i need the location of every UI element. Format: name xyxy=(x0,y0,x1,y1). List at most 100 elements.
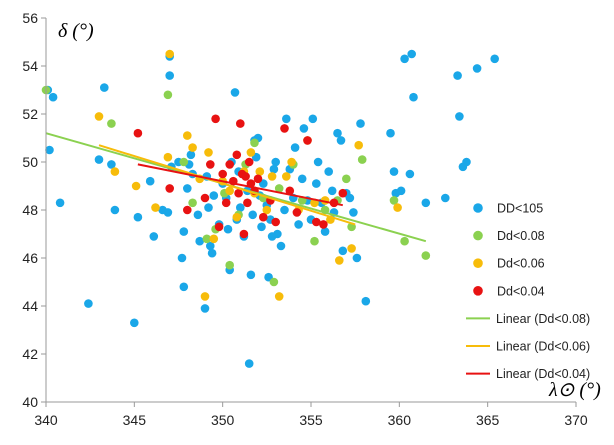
data-point-s0-3 xyxy=(55,198,65,208)
x-axis-label: λ⊙ (°) xyxy=(548,379,601,401)
data-point-s0-78 xyxy=(324,167,334,176)
data-point-s1-2 xyxy=(163,90,173,100)
tick-labels-layer: 40 42 44 46 48 50 52 54 56 340 345 350 355 360 365 370 xyxy=(22,10,587,428)
y-tick-label-1: 42 xyxy=(22,346,38,362)
data-point-s0-62 xyxy=(276,241,286,251)
data-point-s3-26 xyxy=(285,186,295,196)
data-point-s0-79 xyxy=(327,186,337,196)
data-points-layer xyxy=(41,49,500,368)
legend-trend-label-0: Linear (Dd<0.08) xyxy=(496,312,590,326)
data-point-s3-9 xyxy=(225,160,234,169)
data-point-s3-5 xyxy=(211,114,220,124)
data-point-s1-20 xyxy=(342,174,351,184)
data-point-s2-32 xyxy=(393,203,402,212)
data-point-s0-85 xyxy=(345,193,355,203)
data-point-s2-2 xyxy=(131,181,141,191)
data-point-s3-2 xyxy=(183,205,192,215)
data-point-s3-29 xyxy=(312,217,321,227)
data-point-s0-22 xyxy=(183,184,192,193)
data-point-s0-103 xyxy=(462,157,471,167)
data-point-s1-8 xyxy=(225,260,234,270)
data-point-s0-87 xyxy=(352,253,362,263)
y-tick-label-6: 52 xyxy=(22,106,38,122)
data-point-s0-9 xyxy=(130,318,139,328)
data-point-s0-97 xyxy=(409,92,418,102)
data-point-s0-94 xyxy=(400,54,409,64)
data-point-s0-14 xyxy=(163,208,173,217)
legend-marker-3 xyxy=(473,286,483,296)
y-tick-label-5: 50 xyxy=(22,154,38,170)
data-point-s0-61 xyxy=(273,229,282,239)
data-point-s2-1 xyxy=(110,167,120,176)
y-tick-label-2: 44 xyxy=(22,298,38,314)
data-point-s3-28 xyxy=(303,136,312,145)
data-point-s2-29 xyxy=(335,256,344,265)
data-point-s0-91 xyxy=(389,167,399,176)
data-point-s0-99 xyxy=(441,193,450,203)
data-point-s2-14 xyxy=(232,212,242,222)
y-tick-label-4: 48 xyxy=(22,202,38,218)
data-point-s0-19 xyxy=(177,253,187,263)
data-point-s0-26 xyxy=(193,210,203,220)
data-point-s0-12 xyxy=(149,232,159,241)
data-point-s0-93 xyxy=(396,186,406,196)
x-tick-label-0: 340 xyxy=(34,412,58,428)
data-point-s0-4 xyxy=(84,299,93,308)
data-point-s2-30 xyxy=(347,244,356,253)
data-point-s2-11 xyxy=(209,234,219,244)
data-point-s2-16 xyxy=(246,148,256,157)
data-point-s0-73 xyxy=(308,114,318,124)
data-point-s3-27 xyxy=(292,208,302,217)
data-point-s0-100 xyxy=(453,71,462,80)
data-point-s2-20 xyxy=(267,172,277,181)
data-point-s3-1 xyxy=(165,184,174,193)
data-point-s2-6 xyxy=(183,131,192,140)
data-point-s3-12 xyxy=(234,188,243,198)
data-point-s1-13 xyxy=(269,277,279,287)
y-axis-label: δ (°) xyxy=(58,20,94,42)
x-tick-label-4: 360 xyxy=(388,412,412,428)
data-point-s0-32 xyxy=(207,248,217,258)
data-point-s0-69 xyxy=(297,174,307,184)
x-tick-label-3: 355 xyxy=(299,412,323,428)
data-point-s3-8 xyxy=(221,198,231,208)
data-point-s1-17 xyxy=(310,236,319,246)
y-tick-label-7: 54 xyxy=(22,58,38,74)
data-point-s3-7 xyxy=(218,169,227,179)
data-point-s3-21 xyxy=(253,174,263,184)
data-point-s2-7 xyxy=(188,143,197,152)
data-point-s0-104 xyxy=(472,64,482,73)
legend-label-3: Dd<0.04 xyxy=(497,284,545,298)
data-point-s2-23 xyxy=(287,157,296,167)
data-point-s0-86 xyxy=(349,208,358,217)
data-point-s0-68 xyxy=(294,220,303,229)
data-point-s0-24 xyxy=(186,150,196,160)
data-point-s1-5 xyxy=(202,234,212,244)
data-point-s0-74 xyxy=(312,179,321,188)
data-point-s0-75 xyxy=(313,157,323,167)
legend: DD<105 Dd<0.08 Dd<0.06 Dd<0.04 Linear (Dd<0.… xyxy=(466,202,590,381)
data-point-s3-6 xyxy=(214,222,224,232)
data-point-s2-21 xyxy=(274,292,284,301)
data-point-s0-21 xyxy=(179,282,189,292)
trendline-1 xyxy=(98,144,356,226)
data-point-s1-11 xyxy=(250,138,259,148)
data-point-s3-16 xyxy=(241,172,250,181)
data-point-s3-22 xyxy=(259,212,268,222)
data-point-s0-59 xyxy=(269,164,279,174)
data-point-s0-43 xyxy=(236,203,245,212)
data-point-s0-31 xyxy=(206,241,215,251)
y-tick-label-8: 56 xyxy=(22,10,38,26)
data-point-s2-4 xyxy=(163,152,173,162)
legend-marker-1 xyxy=(473,230,483,241)
data-point-s2-3 xyxy=(151,203,160,212)
data-point-s0-70 xyxy=(299,124,309,133)
data-point-s2-13 xyxy=(225,186,234,196)
data-point-s0-95 xyxy=(405,169,415,179)
trendline-2 xyxy=(137,163,343,207)
data-point-s2-9 xyxy=(200,292,210,301)
data-point-s1-23 xyxy=(389,196,399,205)
data-point-s0-96 xyxy=(407,49,417,59)
data-point-s3-18 xyxy=(244,157,254,167)
